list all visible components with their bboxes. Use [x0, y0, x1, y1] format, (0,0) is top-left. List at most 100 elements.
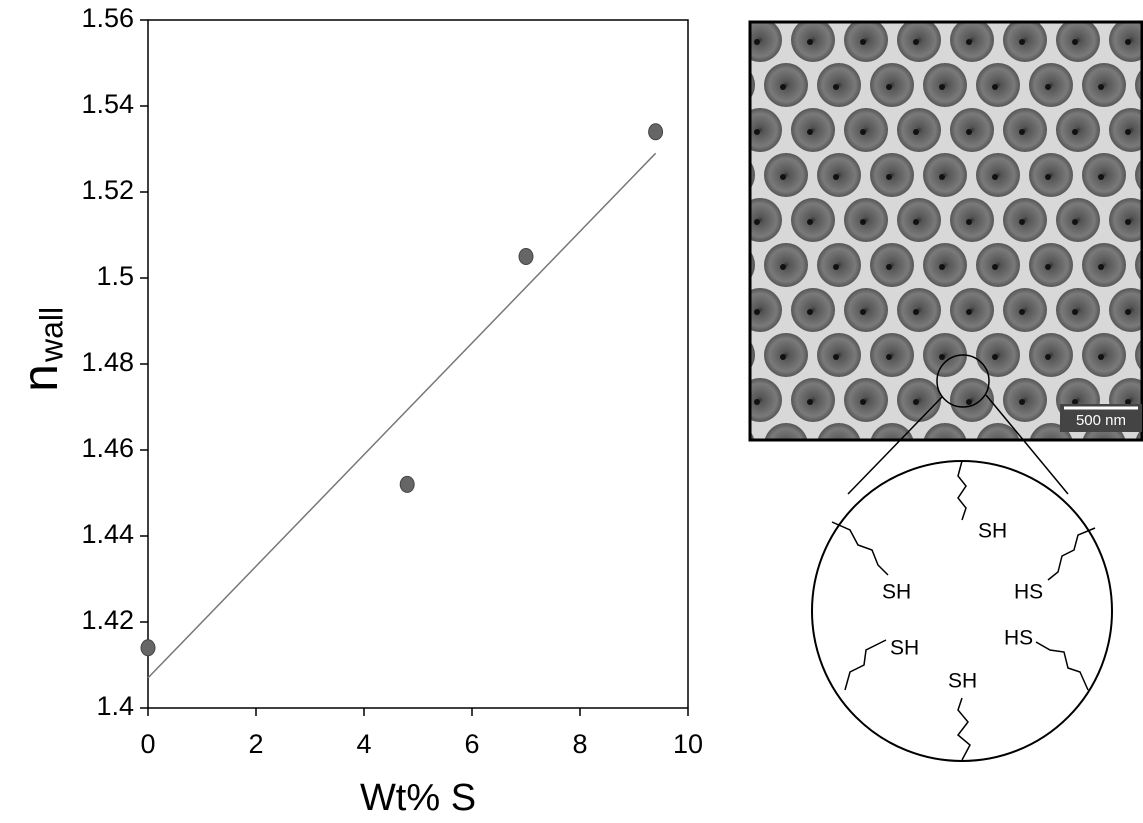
pore — [1082, 153, 1126, 197]
pore-core — [966, 309, 972, 315]
pore — [1029, 333, 1073, 377]
fit-line — [147, 152, 657, 679]
data-point — [648, 123, 664, 141]
pore-core — [1019, 129, 1025, 135]
pore — [750, 161, 755, 189]
pore — [1003, 378, 1047, 422]
pore — [685, 378, 729, 422]
pore — [950, 22, 994, 62]
pore — [817, 243, 861, 287]
pore-core — [807, 39, 813, 45]
pore — [1003, 198, 1047, 242]
pore-core — [1072, 399, 1078, 405]
y-tick-label: 1.46 — [81, 433, 134, 463]
pore — [764, 63, 808, 107]
pore-core — [1072, 129, 1078, 135]
pore — [1135, 158, 1142, 192]
pore-core — [966, 129, 972, 135]
pore — [750, 71, 755, 99]
pore — [1109, 198, 1142, 242]
pore-core — [886, 264, 892, 270]
pore — [1029, 243, 1073, 287]
pore — [791, 288, 835, 332]
pore-core — [939, 444, 945, 450]
pore — [923, 333, 967, 377]
pore — [870, 63, 914, 107]
pore-core — [939, 84, 945, 90]
pore — [1082, 333, 1126, 377]
pore-core — [727, 264, 733, 270]
pore — [817, 63, 861, 107]
pore — [844, 288, 888, 332]
pore-core — [886, 174, 892, 180]
data-point — [399, 475, 415, 493]
pore — [791, 198, 835, 242]
pore-core — [833, 264, 839, 270]
pore — [817, 423, 861, 440]
pore — [950, 288, 994, 332]
pore-core — [860, 129, 866, 135]
pore-core — [939, 174, 945, 180]
pore — [844, 198, 888, 242]
pore — [1082, 63, 1126, 107]
pore — [844, 108, 888, 152]
pore — [1056, 198, 1100, 242]
pore — [950, 108, 994, 152]
pore — [817, 333, 861, 377]
x-axis-label: Wt% S — [360, 777, 476, 818]
data-point — [140, 639, 156, 657]
group-label: HS — [1014, 581, 1043, 604]
pore — [897, 378, 941, 422]
pore — [750, 251, 755, 279]
pore-core — [807, 129, 813, 135]
pore-core — [1045, 264, 1051, 270]
y-axis-label: n wall — [12, 307, 69, 392]
pore-core — [754, 309, 760, 315]
pore — [950, 378, 994, 422]
y-axis-label-sub: wall — [33, 307, 69, 363]
pore-core — [1125, 39, 1131, 45]
pore — [976, 243, 1020, 287]
pore — [750, 198, 782, 242]
pore — [976, 63, 1020, 107]
pore — [870, 243, 914, 287]
pore-core — [992, 264, 998, 270]
y-tick-label: 1.44 — [81, 519, 134, 549]
pore — [750, 378, 782, 422]
pore-core — [780, 174, 786, 180]
pore-core — [780, 354, 786, 360]
pore — [1056, 288, 1100, 332]
x-tick-label: 0 — [140, 729, 155, 759]
pore-core — [992, 354, 998, 360]
pore-core — [860, 309, 866, 315]
pore-core — [1125, 399, 1131, 405]
y-tick-label: 1.48 — [81, 347, 134, 377]
pore-core — [833, 354, 839, 360]
pore — [870, 423, 914, 440]
pore-core — [1072, 309, 1078, 315]
y-tick-label: 1.42 — [81, 605, 134, 635]
pore-core — [833, 444, 839, 450]
pore — [950, 198, 994, 242]
pore-core — [780, 264, 786, 270]
pore — [844, 22, 888, 62]
pore-core — [966, 39, 972, 45]
pore-core — [701, 39, 707, 45]
pore-core — [860, 399, 866, 405]
group-label: SH — [948, 670, 977, 693]
pore-core — [807, 309, 813, 315]
pore-core — [886, 84, 892, 90]
pore — [1003, 108, 1047, 152]
pore-core — [913, 39, 919, 45]
group-label: SH — [890, 637, 919, 660]
pore — [764, 333, 808, 377]
pore-core — [754, 129, 760, 135]
x-tick-label: 4 — [356, 729, 371, 759]
pore-core — [701, 219, 707, 225]
pore-core — [966, 399, 972, 405]
pore-core — [727, 174, 733, 180]
pore — [1082, 243, 1126, 287]
x-tick-label: 10 — [673, 729, 703, 759]
pore-core — [1045, 84, 1051, 90]
